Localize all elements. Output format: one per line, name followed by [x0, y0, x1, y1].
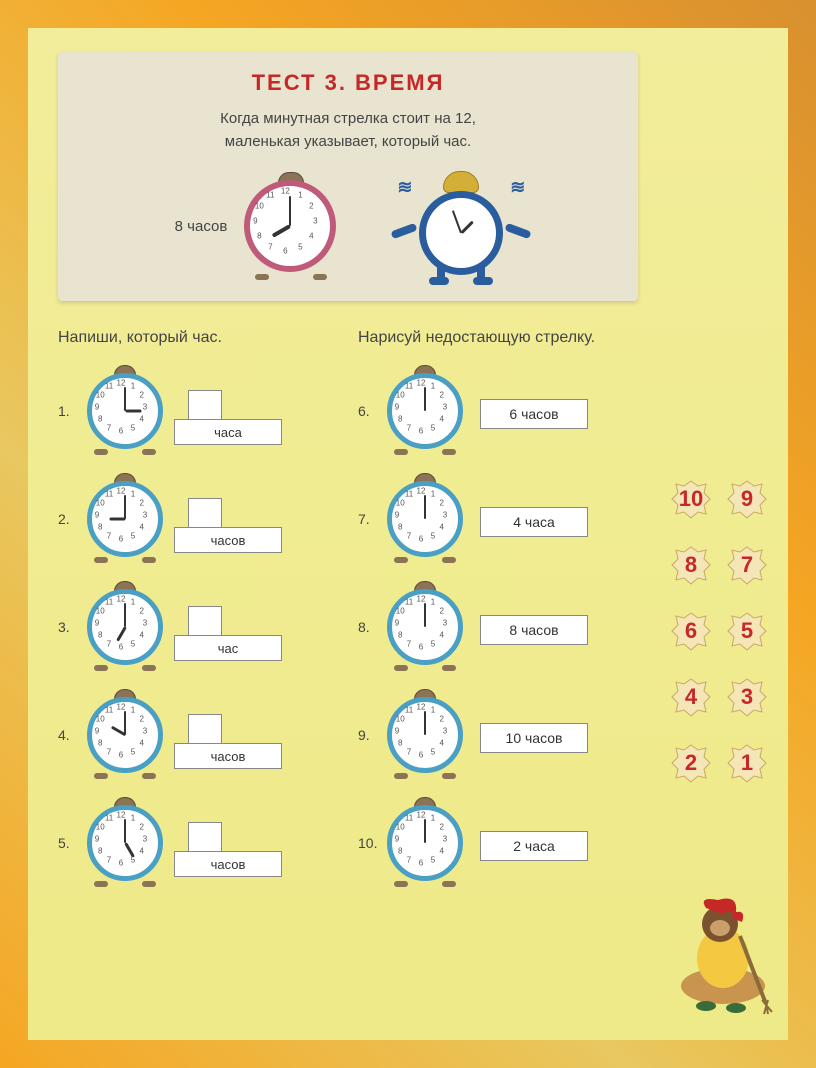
given-answer-label: 6 часов	[480, 399, 588, 429]
task-clock-draw[interactable]: 121234567891011	[384, 581, 466, 671]
task-row: 5.121234567891011 часов	[58, 797, 338, 887]
answer-unit-label: часа	[174, 419, 282, 445]
answer-block: часов	[174, 498, 282, 563]
worksheet-page: ТЕСТ 3. ВРЕМЯ Когда минутная стрелка сто…	[28, 28, 658, 1040]
task-number: 3.	[58, 619, 76, 671]
task-number: 7.	[358, 511, 376, 563]
given-answer-label: 4 часа	[480, 507, 588, 537]
task-clock: 121234567891011	[84, 365, 166, 455]
leaf-number: 7	[726, 544, 768, 586]
task-number: 1.	[58, 403, 76, 455]
leaf-pair: 21	[670, 742, 768, 784]
given-answer-label: 10 часов	[480, 723, 588, 753]
task-row: 6.121234567891011 6 часов	[358, 365, 638, 455]
task-number: 10.	[358, 835, 376, 887]
task-number: 6.	[358, 403, 376, 455]
leaf-number: 10	[670, 478, 712, 520]
leaf-pair: 65	[670, 610, 768, 652]
answer-unit-label: часов	[174, 527, 282, 553]
bear-raking-icon	[668, 886, 778, 1016]
task-row: 3.121234567891011 час	[58, 581, 338, 671]
task-row: 9.121234567891011 10 часов	[358, 689, 638, 779]
col1-title: Напиши, который час.	[58, 329, 338, 347]
leaf-number: 8	[670, 544, 712, 586]
leaf-number: 3	[726, 676, 768, 718]
task-number: 5.	[58, 835, 76, 887]
task-clock-draw[interactable]: 121234567891011	[384, 797, 466, 887]
task-row: 1.121234567891011 часа	[58, 365, 338, 455]
example-row: 8 часов 121234567891011 ≋ ≋	[82, 171, 614, 281]
answer-input-box[interactable]	[188, 822, 222, 852]
task-number: 8.	[358, 619, 376, 671]
leaf-numbers: 10987654321	[670, 478, 768, 784]
task-number: 2.	[58, 511, 76, 563]
leaf-number: 9	[726, 478, 768, 520]
answer-block: час	[174, 606, 282, 671]
answer-unit-label: час	[174, 635, 282, 661]
leaf-number: 4	[670, 676, 712, 718]
leaf-pair: 87	[670, 544, 768, 586]
answer-input-box[interactable]	[188, 714, 222, 744]
leaf-pair: 43	[670, 676, 768, 718]
task-clock: 121234567891011	[84, 473, 166, 563]
leaf-number: 6	[670, 610, 712, 652]
task-row: 8.121234567891011 8 часов	[358, 581, 638, 671]
leaf-number: 5	[726, 610, 768, 652]
answer-input-box[interactable]	[188, 606, 222, 636]
task-clock: 121234567891011	[84, 797, 166, 887]
leaf-number: 2	[670, 742, 712, 784]
answer-unit-label: часов	[174, 851, 282, 877]
leaf-number: 1	[726, 742, 768, 784]
task-number: 4.	[58, 727, 76, 779]
task-row: 4.121234567891011 часов	[58, 689, 338, 779]
page-title: ТЕСТ 3. ВРЕМЯ	[82, 70, 614, 96]
answer-input-box[interactable]	[188, 498, 222, 528]
task-clock-draw[interactable]: 121234567891011	[384, 473, 466, 563]
header-box: ТЕСТ 3. ВРЕМЯ Когда минутная стрелка сто…	[58, 52, 638, 301]
given-answer-label: 8 часов	[480, 615, 588, 645]
task-number: 9.	[358, 727, 376, 779]
given-answer-label: 2 часа	[480, 831, 588, 861]
example-clock: 121234567891011	[241, 172, 341, 280]
answer-block: часов	[174, 822, 282, 887]
task-clock-draw[interactable]: 121234567891011	[384, 365, 466, 455]
column-right: Нарисуй недостающую стрелку. 6.121234567…	[358, 329, 638, 905]
task-row: 2.121234567891011 часов	[58, 473, 338, 563]
task-clock-draw[interactable]: 121234567891011	[384, 689, 466, 779]
right-strip: 10987654321	[658, 28, 788, 1040]
answer-unit-label: часов	[174, 743, 282, 769]
task-clock: 121234567891011	[84, 689, 166, 779]
answer-block: часа	[174, 390, 282, 455]
subtitle: Когда минутная стрелка стоит на 12, мале…	[82, 108, 614, 153]
task-row: 10. 121234567891011 2 часа	[358, 797, 638, 887]
answer-input-box[interactable]	[188, 390, 222, 420]
example-label: 8 часов	[175, 218, 228, 235]
leaf-pair: 10 9	[670, 478, 768, 520]
task-columns: Напиши, который час. 1.121234567891011ча…	[58, 329, 638, 905]
task-row: 7.121234567891011 4 часа	[358, 473, 638, 563]
col2-title: Нарисуй недостающую стрелку.	[358, 329, 638, 347]
answer-block: часов	[174, 714, 282, 779]
alarm-character-icon: ≋ ≋	[401, 171, 521, 281]
column-left: Напиши, который час. 1.121234567891011ча…	[58, 329, 338, 905]
task-clock: 121234567891011	[84, 581, 166, 671]
